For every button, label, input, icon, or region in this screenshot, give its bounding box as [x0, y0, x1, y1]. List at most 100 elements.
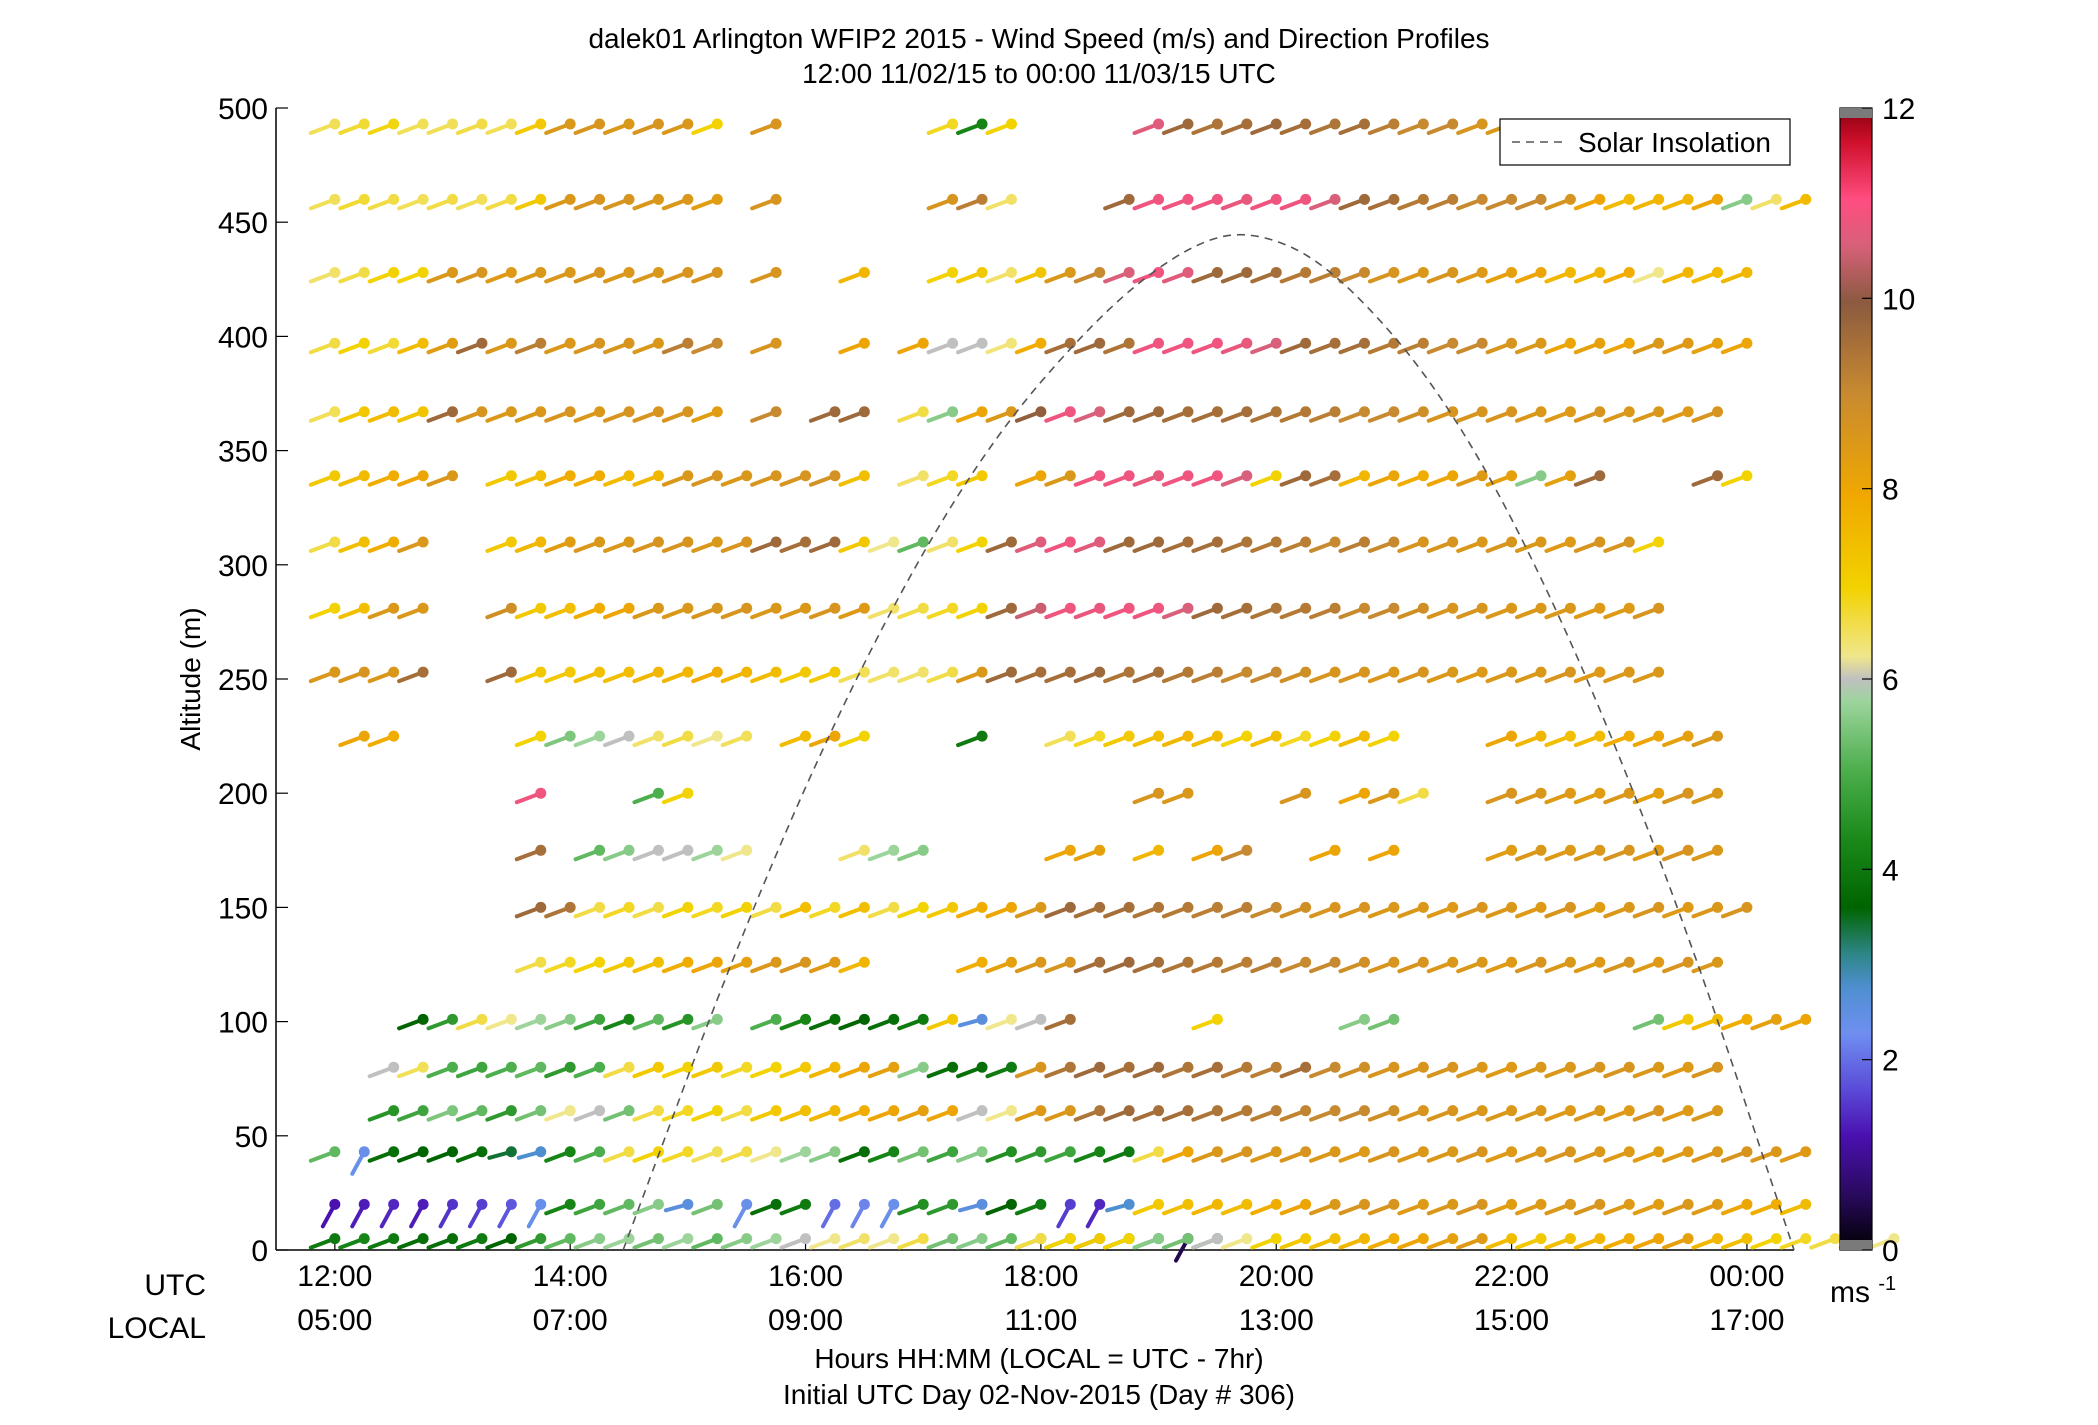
wind-barb-point	[564, 266, 576, 278]
wind-barb-point	[1594, 1105, 1606, 1117]
wind-barb-point	[1712, 1198, 1724, 1210]
x-tick-label-local: 07:00	[533, 1304, 608, 1337]
wind-barb-point	[1123, 266, 1135, 278]
wind-barb-point	[1182, 901, 1194, 913]
wind-barb-point	[1094, 730, 1106, 742]
wind-barb-point	[682, 406, 694, 418]
wind-barb-point	[1153, 1146, 1165, 1158]
wind-barb-point	[1623, 337, 1635, 349]
wind-barb-point	[535, 787, 547, 799]
wind-barb-point	[623, 1233, 635, 1245]
wind-barb-point	[535, 844, 547, 856]
wind-barb-point	[1770, 193, 1782, 205]
wind-barb-point	[829, 901, 841, 913]
wind-barb-point	[623, 536, 635, 548]
wind-barb-point	[594, 536, 606, 548]
wind-barb-point	[1005, 337, 1017, 349]
wind-barb-point	[1300, 266, 1312, 278]
wind-barb-point	[535, 1146, 547, 1158]
wind-barb-point	[917, 406, 929, 418]
y-tick-label: 0	[251, 1235, 268, 1268]
wind-barb-point	[1506, 666, 1518, 678]
wind-barb-point	[1653, 536, 1665, 548]
wind-barb-point	[1476, 536, 1488, 548]
wind-barb-point	[1094, 602, 1106, 614]
wind-barb-point	[1506, 1061, 1518, 1073]
wind-barb-point	[858, 1105, 870, 1117]
wind-barb-point	[1094, 666, 1106, 678]
x-tick-label-utc: 22:00	[1474, 1260, 1549, 1293]
wind-barb-point	[829, 730, 841, 742]
wind-barb-point	[1800, 193, 1812, 205]
wind-barb-point	[1535, 536, 1547, 548]
wind-barb-point	[1388, 730, 1400, 742]
wind-barb-point	[1211, 118, 1223, 130]
wind-barb-point	[1741, 1013, 1753, 1025]
y-tick-label: 300	[218, 550, 268, 583]
wind-barb-point	[1153, 470, 1165, 482]
wind-barb-point	[947, 666, 959, 678]
wind-barb-point	[1123, 1233, 1135, 1245]
wind-barb-point	[447, 406, 459, 418]
wind-barb-point	[1035, 337, 1047, 349]
wind-barb-point	[1123, 1061, 1135, 1073]
wind-barb-point	[858, 730, 870, 742]
wind-barb-point	[976, 1146, 988, 1158]
wind-barb-point	[1182, 730, 1194, 742]
wind-barb-point	[1712, 1105, 1724, 1117]
wind-barb-point	[1653, 956, 1665, 968]
wind-barb-point	[1682, 844, 1694, 856]
wind-barb-point	[564, 1061, 576, 1073]
wind-barb-point	[358, 118, 370, 130]
wind-barb-point	[800, 1105, 812, 1117]
wind-barb-point	[1211, 536, 1223, 548]
wind-barb-point	[1241, 666, 1253, 678]
wind-barb-point	[1623, 730, 1635, 742]
wind-barb-point	[1300, 1105, 1312, 1117]
wind-barb-point	[1417, 536, 1429, 548]
x-axis-ticks: 12:00 05:00 14:00 07:00 16:00 09:00 18:00 11:00…	[297, 1238, 1784, 1337]
wind-barb-point	[1329, 1146, 1341, 1158]
wind-barb-point	[1153, 730, 1165, 742]
wind-barb-point	[447, 337, 459, 349]
wind-barb-point	[1623, 956, 1635, 968]
wind-barb-point	[1417, 901, 1429, 913]
wind-barb-point	[1123, 901, 1135, 913]
wind-barb-point	[388, 406, 400, 418]
wind-barb-point	[1005, 1105, 1017, 1117]
wind-barb-point	[1682, 193, 1694, 205]
wind-barb-point	[741, 1105, 753, 1117]
wind-barb-point	[1064, 1233, 1076, 1245]
wind-barb-point	[329, 406, 341, 418]
wind-barb-point	[358, 1146, 370, 1158]
wind-barb-point	[1564, 337, 1576, 349]
wind-barb-point	[329, 602, 341, 614]
wind-barb-point	[1153, 1233, 1165, 1245]
wind-barb-point	[1564, 901, 1576, 913]
wind-barb-point	[976, 956, 988, 968]
colorbar-tick-label: 6	[1882, 664, 1899, 697]
wind-barb-point	[1535, 1233, 1547, 1245]
wind-barb-point	[1241, 956, 1253, 968]
wind-barb-point	[858, 536, 870, 548]
wind-barb-point	[1300, 602, 1312, 614]
wind-barb-point	[976, 1013, 988, 1025]
wind-barb-point	[564, 118, 576, 130]
wind-barb-point	[505, 602, 517, 614]
wind-barb-point	[1241, 844, 1253, 856]
wind-barb-point	[1594, 901, 1606, 913]
wind-barb-point	[1300, 536, 1312, 548]
wind-barb-point	[594, 730, 606, 742]
wind-barb-point	[888, 536, 900, 548]
wind-barb-point	[476, 118, 488, 130]
colorbar-unit: ms -1	[1830, 1273, 1896, 1309]
wind-barb-point	[741, 956, 753, 968]
wind-barb-point	[770, 901, 782, 913]
wind-barb-point	[1035, 470, 1047, 482]
wind-barb-point	[1153, 1105, 1165, 1117]
wind-barb-point	[1447, 406, 1459, 418]
wind-barb-point	[535, 266, 547, 278]
wind-barb-point	[1682, 730, 1694, 742]
wind-barb-point	[535, 602, 547, 614]
wind-barb-point	[1535, 266, 1547, 278]
